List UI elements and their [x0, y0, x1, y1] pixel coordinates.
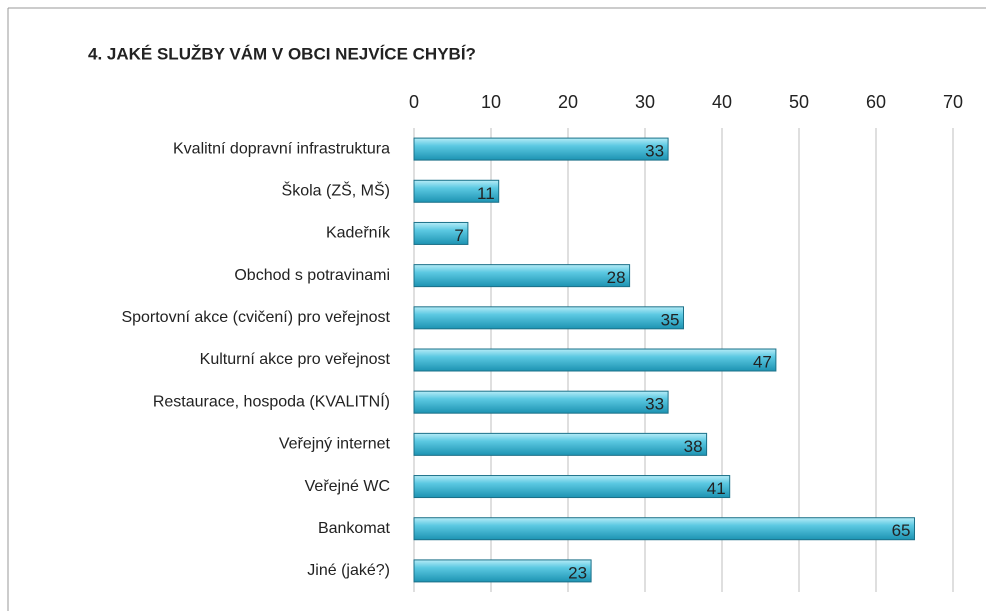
- y-tick-label: Kvalitní dopravní infrastruktura: [173, 140, 390, 157]
- x-tick-label: 30: [635, 92, 655, 112]
- y-tick-label: Škola (ZŠ, MŠ): [282, 180, 390, 199]
- x-tick-label: 40: [712, 92, 732, 112]
- y-tick-label: Jiné (jaké?): [307, 562, 390, 579]
- value-label: 33: [645, 395, 664, 414]
- y-tick-label: Obchod s potravinami: [234, 267, 390, 284]
- bar: [413, 179, 500, 203]
- value-label: 47: [753, 352, 772, 371]
- x-tick-label: 60: [866, 92, 886, 112]
- x-tick-label: 20: [558, 92, 578, 112]
- bar: [413, 475, 731, 499]
- bar: [413, 348, 777, 372]
- value-label: 7: [454, 226, 463, 245]
- y-tick-label: Veřejný internet: [279, 436, 391, 453]
- bar: [413, 221, 469, 245]
- value-label: 35: [661, 310, 680, 329]
- x-tick-label: 50: [789, 92, 809, 112]
- value-label: 65: [892, 521, 911, 540]
- value-label: 38: [684, 437, 703, 456]
- bar: [413, 306, 684, 330]
- y-tick-label: Bankomat: [318, 520, 391, 537]
- x-tick-label: 10: [481, 92, 501, 112]
- bar: [413, 432, 708, 456]
- chart-title: 4. JAKÉ SLUŽBY VÁM V OBCI NEJVÍCE CHYBÍ?: [88, 44, 476, 63]
- bar: [413, 517, 915, 541]
- bar: [413, 137, 669, 161]
- x-tick-label: 70: [943, 92, 963, 112]
- value-label: 41: [707, 479, 726, 498]
- value-label: 33: [645, 142, 664, 161]
- y-tick-label: Restaurace, hospoda (KVALITNÍ): [153, 391, 390, 410]
- y-tick-label: Veřejné WC: [305, 478, 390, 495]
- value-label: 11: [477, 184, 495, 203]
- y-tick-label: Kulturní akce pro veřejnost: [200, 351, 391, 368]
- x-tick-label: 0: [409, 92, 419, 112]
- bar: [413, 264, 631, 288]
- y-tick-label: Kadeřník: [326, 225, 391, 242]
- value-label: 23: [568, 563, 587, 582]
- bar: [413, 559, 592, 583]
- y-tick-label: Sportovní akce (cvičení) pro veřejnost: [121, 309, 390, 326]
- value-label: 28: [607, 268, 626, 287]
- bar: [413, 390, 669, 414]
